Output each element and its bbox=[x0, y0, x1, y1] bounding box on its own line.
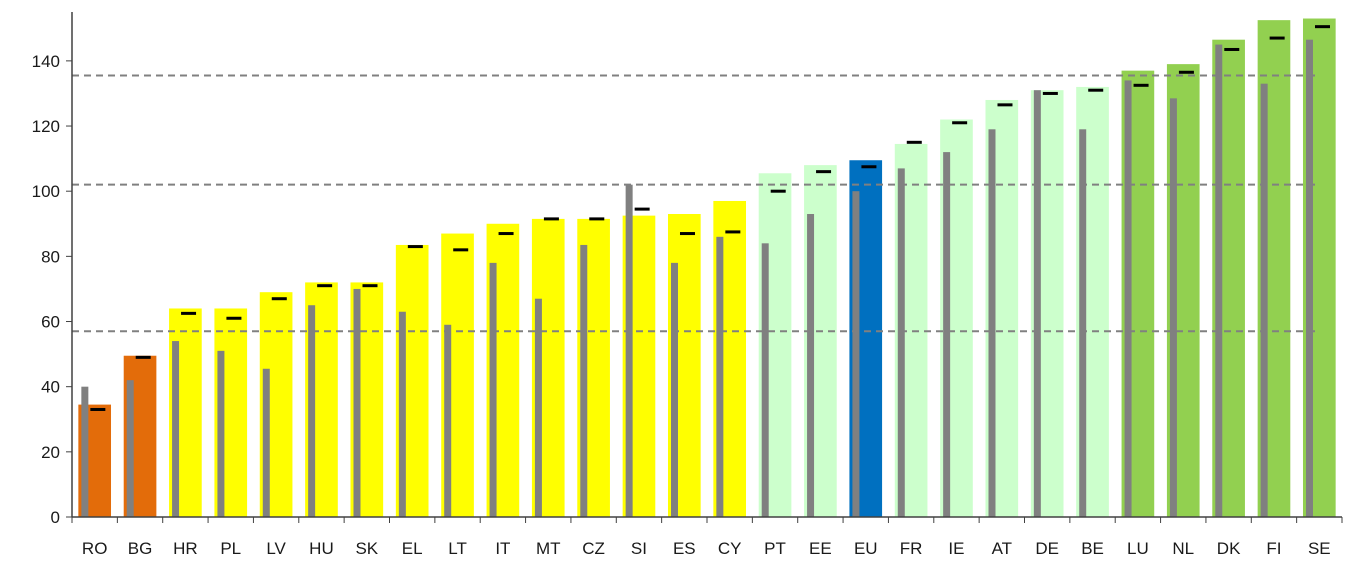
y-tick-label-100: 100 bbox=[32, 182, 60, 201]
marker-dk bbox=[1224, 47, 1240, 51]
x-tick-label-it: IT bbox=[495, 539, 510, 558]
inner-bar-hr bbox=[172, 341, 180, 517]
x-tick-label-si: SI bbox=[631, 539, 647, 558]
marker-fr bbox=[906, 140, 922, 144]
inner-bar-lv bbox=[262, 368, 270, 517]
x-tick-label-lu: LU bbox=[1127, 539, 1149, 558]
x-tick-label-fr: FR bbox=[900, 539, 923, 558]
x-tick-label-cy: CY bbox=[718, 539, 742, 558]
marker-eu bbox=[861, 165, 877, 169]
x-tick-label-ee: EE bbox=[809, 539, 832, 558]
y-tick-label-40: 40 bbox=[41, 378, 60, 397]
inner-bar-fi bbox=[1260, 83, 1268, 518]
y-tick-label-60: 60 bbox=[41, 313, 60, 332]
x-tick-label-at: AT bbox=[992, 539, 1012, 558]
marker-el bbox=[407, 245, 423, 249]
marker-bg bbox=[135, 355, 151, 359]
inner-bar-cz bbox=[580, 244, 588, 517]
inner-bar-se bbox=[1305, 39, 1313, 517]
marker-lu bbox=[1133, 83, 1149, 87]
x-tick-label-ro: RO bbox=[82, 539, 108, 558]
x-tick-label-lt: LT bbox=[448, 539, 467, 558]
x-tick-label-be: BE bbox=[1081, 539, 1104, 558]
x-tick-label-bg: BG bbox=[128, 539, 153, 558]
marker-be bbox=[1088, 88, 1104, 92]
marker-cy bbox=[725, 230, 741, 234]
marker-lt bbox=[453, 248, 469, 252]
marker-ee bbox=[816, 170, 832, 174]
inner-bar-lt bbox=[444, 324, 452, 517]
inner-bar-mt bbox=[534, 298, 542, 517]
x-tick-labels: RO BG HR PL LV HU SK EL LT IT MT CZ SI ES CY PT EE EU FR IE… bbox=[82, 539, 1331, 558]
marker-it bbox=[498, 232, 514, 236]
x-tick-label-es: ES bbox=[673, 539, 696, 558]
marker-nl bbox=[1178, 70, 1194, 74]
marker-es bbox=[679, 232, 695, 236]
y-tick-labels: 0 20 40 60 80 100 120 140 bbox=[32, 52, 60, 527]
marker-de bbox=[1042, 91, 1058, 95]
inner-bar-cy bbox=[716, 236, 724, 517]
x-tick-label-se: SE bbox=[1308, 539, 1331, 558]
x-tick-label-nl: NL bbox=[1172, 539, 1194, 558]
inner-bar-dk bbox=[1215, 44, 1223, 517]
inner-bar-el bbox=[398, 311, 406, 517]
marker-at bbox=[997, 103, 1013, 107]
inner-bar-sk bbox=[353, 288, 361, 517]
inner-bar-hu bbox=[308, 305, 316, 517]
marker-cz bbox=[589, 217, 605, 221]
inner-bar-nl bbox=[1169, 98, 1177, 517]
x-tick-label-fi: FI bbox=[1266, 539, 1281, 558]
inner-bar-it bbox=[489, 262, 497, 517]
x-tick-label-hr: HR bbox=[173, 539, 198, 558]
x-tick-label-lv: LV bbox=[266, 539, 286, 558]
marker-ro bbox=[90, 407, 106, 411]
inner-bar-pt bbox=[761, 243, 769, 517]
y-tick-label-20: 20 bbox=[41, 443, 60, 462]
inner-bar-de bbox=[1033, 90, 1041, 517]
x-tick-label-sk: SK bbox=[355, 539, 378, 558]
y-tick-label-120: 120 bbox=[32, 117, 60, 136]
inner-bar-lu bbox=[1124, 80, 1132, 518]
inner-bar-ro bbox=[81, 386, 89, 517]
marker-lv bbox=[271, 297, 287, 301]
inner-bar-ie bbox=[943, 152, 951, 517]
marker-pt bbox=[770, 189, 786, 193]
inner-bar-ee bbox=[807, 214, 815, 517]
inner-bar-be bbox=[1079, 129, 1087, 518]
inner-bar-bg bbox=[126, 380, 134, 517]
marker-sk bbox=[362, 284, 378, 288]
inner-bars bbox=[81, 39, 1313, 518]
marker-mt bbox=[543, 217, 559, 221]
x-tick-label-mt: MT bbox=[536, 539, 561, 558]
x-tick-label-pl: PL bbox=[220, 539, 241, 558]
inner-bar-es bbox=[670, 262, 678, 517]
x-tick-label-eu: EU bbox=[854, 539, 878, 558]
y-tick-label-140: 140 bbox=[32, 52, 60, 71]
inner-bar-si bbox=[625, 184, 633, 517]
marker-fi bbox=[1269, 36, 1285, 40]
axes bbox=[66, 12, 1343, 523]
x-tick-label-el: EL bbox=[402, 539, 423, 558]
inner-bar-pl bbox=[217, 350, 225, 517]
x-tick-label-pt: PT bbox=[764, 539, 786, 558]
inner-bar-eu bbox=[852, 191, 860, 517]
inner-bar-at bbox=[988, 129, 996, 518]
marker-si bbox=[634, 207, 650, 211]
x-tick-label-ie: IE bbox=[948, 539, 964, 558]
marker-pl bbox=[226, 316, 242, 320]
markers bbox=[72, 25, 1330, 411]
inner-bar-fr bbox=[897, 168, 905, 517]
marker-hr bbox=[181, 311, 197, 315]
marker-ie bbox=[952, 121, 968, 125]
y-tick-label-80: 80 bbox=[41, 247, 60, 266]
x-tick-label-de: DE bbox=[1035, 539, 1059, 558]
marker-hu bbox=[317, 284, 333, 288]
x-tick-label-hu: HU bbox=[309, 539, 334, 558]
marker-se bbox=[1314, 25, 1330, 29]
x-tick-label-cz: CZ bbox=[582, 539, 605, 558]
y-tick-label-0: 0 bbox=[51, 508, 60, 527]
x-tick-label-dk: DK bbox=[1217, 539, 1241, 558]
